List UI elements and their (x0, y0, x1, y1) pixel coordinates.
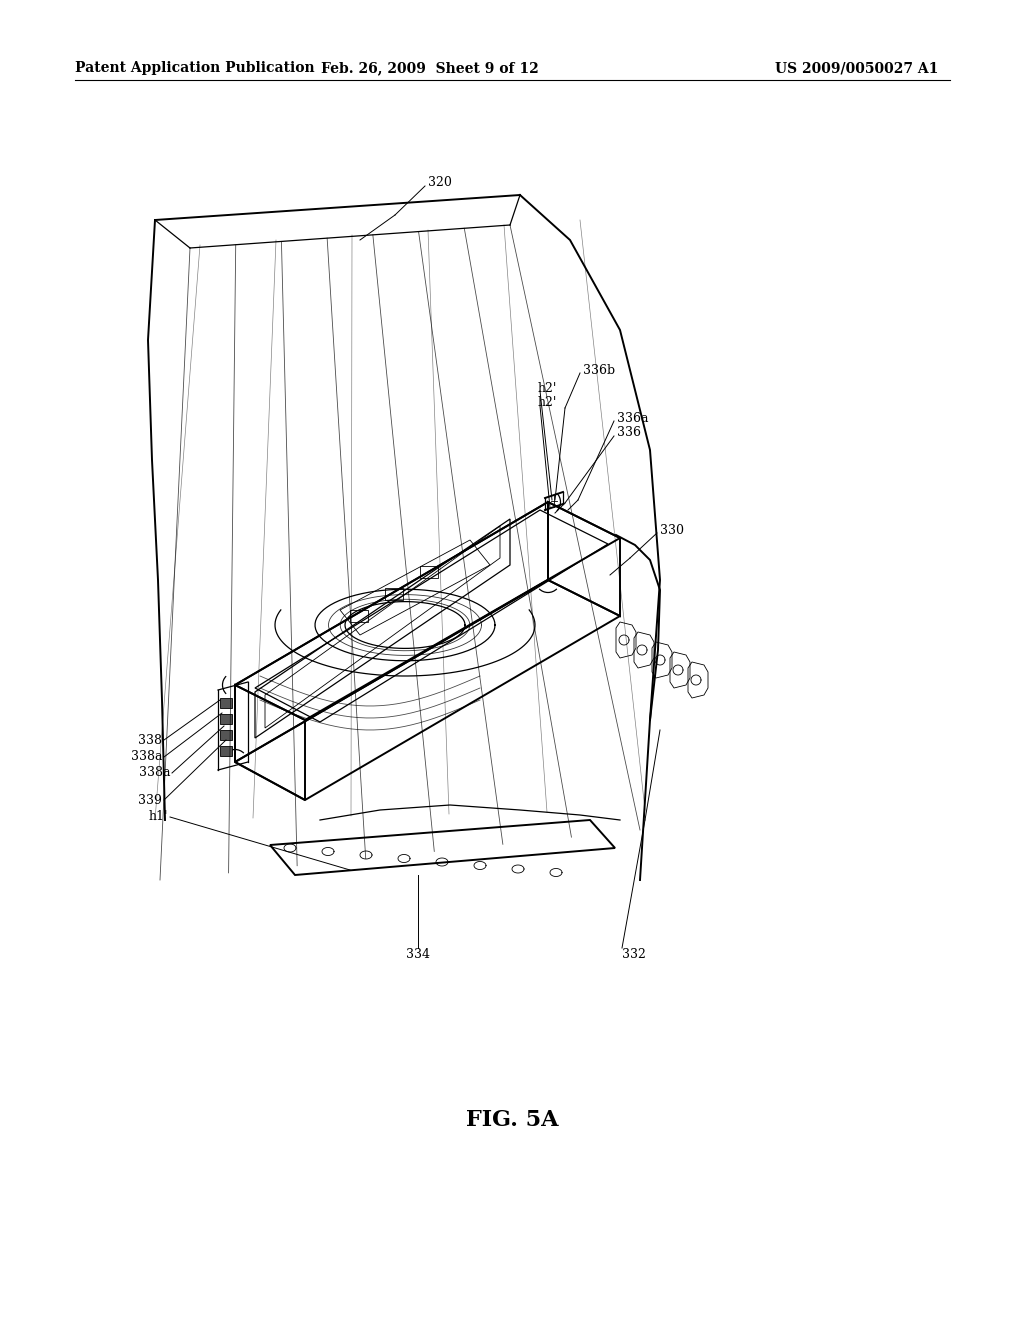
Text: h2': h2' (538, 381, 557, 395)
Bar (420, 566, 438, 578)
Text: 339: 339 (138, 793, 162, 807)
Text: 330: 330 (660, 524, 684, 536)
Text: 336: 336 (617, 426, 641, 440)
Text: h2': h2' (538, 396, 557, 409)
Text: US 2009/0050027 A1: US 2009/0050027 A1 (775, 61, 938, 75)
Text: FIG. 5A: FIG. 5A (466, 1109, 558, 1131)
Bar (220, 746, 232, 756)
Bar (220, 730, 232, 741)
Text: 338: 338 (138, 734, 162, 747)
Bar (350, 610, 368, 622)
Text: 336b: 336b (583, 363, 615, 376)
Text: 336a: 336a (617, 412, 648, 425)
Text: 320: 320 (428, 177, 452, 190)
Text: Feb. 26, 2009  Sheet 9 of 12: Feb. 26, 2009 Sheet 9 of 12 (322, 61, 539, 75)
Text: 338a: 338a (130, 751, 162, 763)
Text: h1': h1' (148, 810, 168, 824)
Bar (385, 587, 403, 601)
Text: 338a: 338a (138, 767, 170, 780)
Text: 332: 332 (622, 949, 646, 961)
Bar (220, 714, 232, 723)
Text: 334: 334 (406, 949, 430, 961)
Bar (220, 698, 232, 708)
Text: Patent Application Publication: Patent Application Publication (75, 61, 314, 75)
